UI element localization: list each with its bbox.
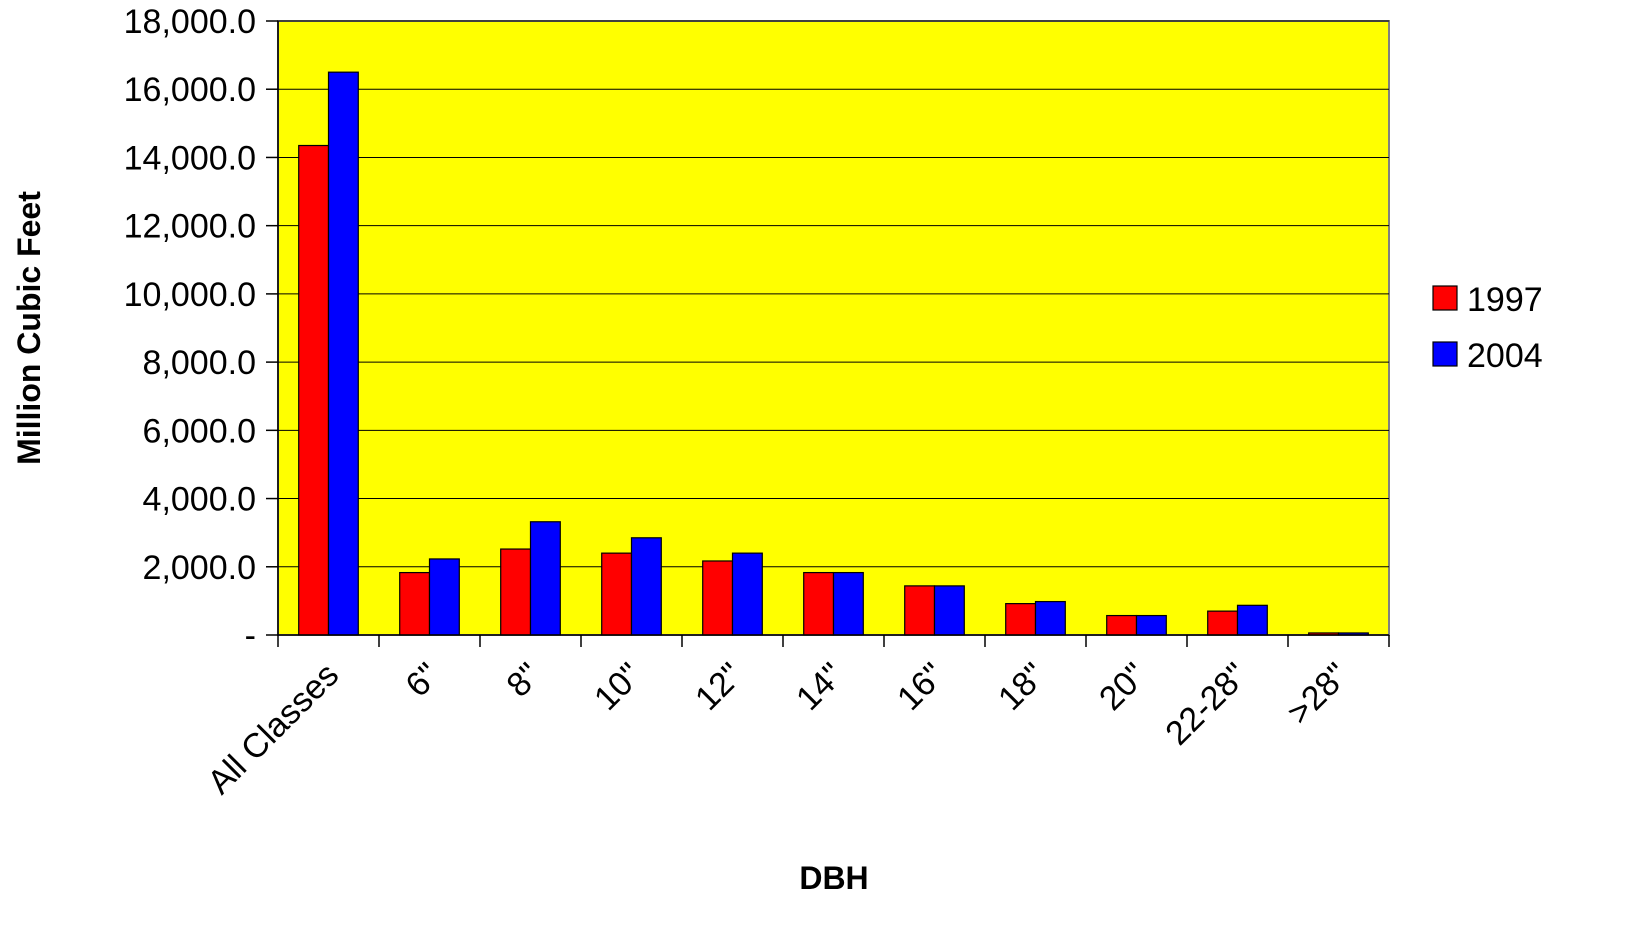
x-tick-labels: All Classes 6" 8" 10" 12" 14" 16" 18" 20" 22-28" >…: [200, 656, 1356, 802]
y-tick-label: 4,000.0: [143, 481, 256, 519]
y-tick-label: 14,000.0: [124, 139, 256, 177]
bar-2004: [630, 537, 662, 636]
x-tick-label: >28": [1280, 656, 1356, 732]
bar-1997: [1106, 614, 1138, 636]
y-tick-label: 10,000.0: [124, 276, 256, 314]
x-tick-label: All Classes: [200, 656, 346, 802]
bar-2004: [1034, 600, 1066, 636]
x-tick-label: 20": [1092, 656, 1154, 718]
y-tick-label: 18,000.0: [124, 3, 256, 41]
bar-1997: [803, 571, 835, 636]
y-tick-label: 16,000.0: [124, 71, 256, 109]
x-tick-label: 14": [789, 656, 851, 718]
y-axis-title: Million Cubic Feet: [11, 191, 47, 465]
bar-1997: [1005, 603, 1037, 636]
x-tick-label: 16": [890, 656, 952, 718]
axes: [266, 20, 1390, 647]
legend-swatch-1997: [1432, 285, 1458, 311]
x-tick-label: 6": [398, 656, 447, 705]
y-tick-label: 12,000.0: [124, 208, 256, 246]
x-tick-label: 8": [499, 656, 548, 705]
bar-1997: [399, 571, 431, 636]
bar-1997: [1207, 610, 1239, 636]
bar-2004: [529, 521, 561, 636]
legend-label-2004: 2004: [1467, 337, 1543, 375]
plot-background: [277, 20, 1390, 636]
bar-2004: [933, 585, 965, 636]
legend-swatch-2004: [1432, 341, 1458, 367]
x-tick-label: 10": [587, 656, 649, 718]
bar-2004: [327, 71, 359, 636]
legend-label-1997: 1997: [1467, 281, 1543, 319]
grid-lines: [278, 20, 1389, 568]
bar-1997: [500, 548, 532, 636]
bar-2004: [1236, 604, 1268, 636]
y-tick-label: -: [245, 617, 256, 655]
bar-1997: [904, 585, 936, 636]
y-tick-label: 2,000.0: [143, 549, 256, 587]
x-tick-label: 18": [991, 656, 1053, 718]
y-tick-label: 8,000.0: [143, 344, 256, 382]
bar-2004: [1135, 614, 1167, 636]
bars: [298, 71, 1369, 636]
bar-2004: [428, 558, 460, 636]
legend: 1997 2004: [1432, 281, 1543, 375]
bar-1997: [298, 144, 330, 636]
bar-1997: [702, 560, 734, 636]
x-tick-label: 22-28": [1158, 656, 1255, 753]
x-tick-label: 12": [688, 656, 750, 718]
y-tick-labels: - 2,000.0 4,000.0 6,000.0 8,000.0 10,000.0 12,…: [124, 3, 256, 655]
bar-1997: [601, 552, 633, 636]
bar-2004: [832, 571, 864, 636]
x-axis-title: DBH: [799, 860, 868, 896]
y-tick-label: 6,000.0: [143, 412, 256, 450]
bar-2004: [731, 552, 763, 636]
